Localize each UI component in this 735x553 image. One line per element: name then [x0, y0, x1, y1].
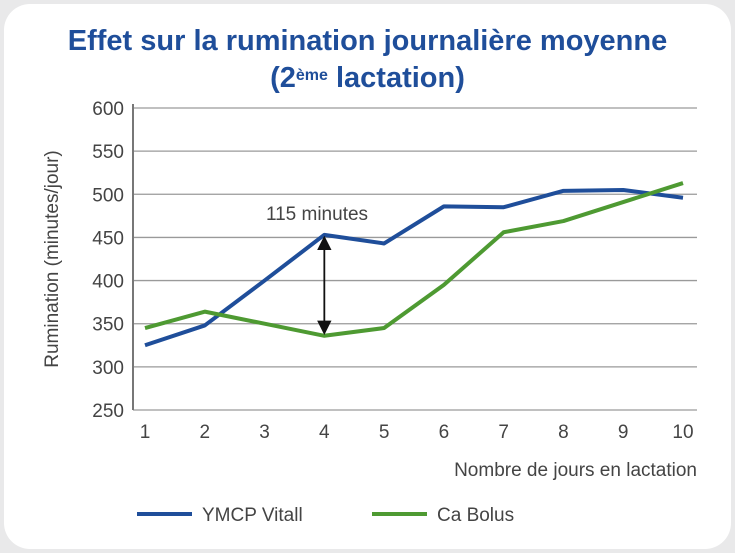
- x-tick-label: 7: [498, 422, 509, 443]
- x-tick-label: 5: [379, 422, 390, 443]
- x-tick-label: 9: [618, 422, 629, 443]
- x-tick-label: 3: [259, 422, 270, 443]
- x-tick-label: 8: [558, 422, 569, 443]
- x-axis-label: Nombre de jours en lactation: [454, 460, 697, 481]
- chart-subtitle: (2ème lactation): [0, 61, 735, 95]
- legend-label: YMCP Vitall: [202, 505, 303, 526]
- series-line-2: [144, 181, 684, 338]
- y-tick-label: 350: [92, 315, 124, 336]
- x-tick-label: 10: [672, 422, 693, 443]
- legend-label: Ca Bolus: [437, 505, 514, 526]
- subtitle-sup: ème: [295, 67, 328, 84]
- x-tick-label: 4: [319, 422, 330, 443]
- x-tick-label: 1: [140, 422, 151, 443]
- y-tick-label: 600: [92, 99, 124, 120]
- y-axis-label: Rumination (minutes/jour): [42, 150, 63, 368]
- chart-title: Effet sur la rumination journalière moye…: [67, 25, 668, 57]
- y-tick-label: 450: [92, 228, 124, 249]
- chart-card: [4, 4, 731, 549]
- subtitle-part: lactation): [327, 62, 465, 94]
- y-tick-label: 500: [92, 185, 124, 206]
- series-line-1: [144, 187, 684, 348]
- y-tick-label: 300: [92, 358, 124, 379]
- x-tick-label: 6: [439, 422, 450, 443]
- y-tick-label: 250: [92, 401, 124, 422]
- y-tick-label: 550: [92, 142, 124, 163]
- subtitle-part: (2: [270, 62, 296, 94]
- x-tick-label: 2: [199, 422, 210, 443]
- annotation-label: 115 minutes: [266, 204, 368, 225]
- y-tick-label: 400: [92, 272, 124, 293]
